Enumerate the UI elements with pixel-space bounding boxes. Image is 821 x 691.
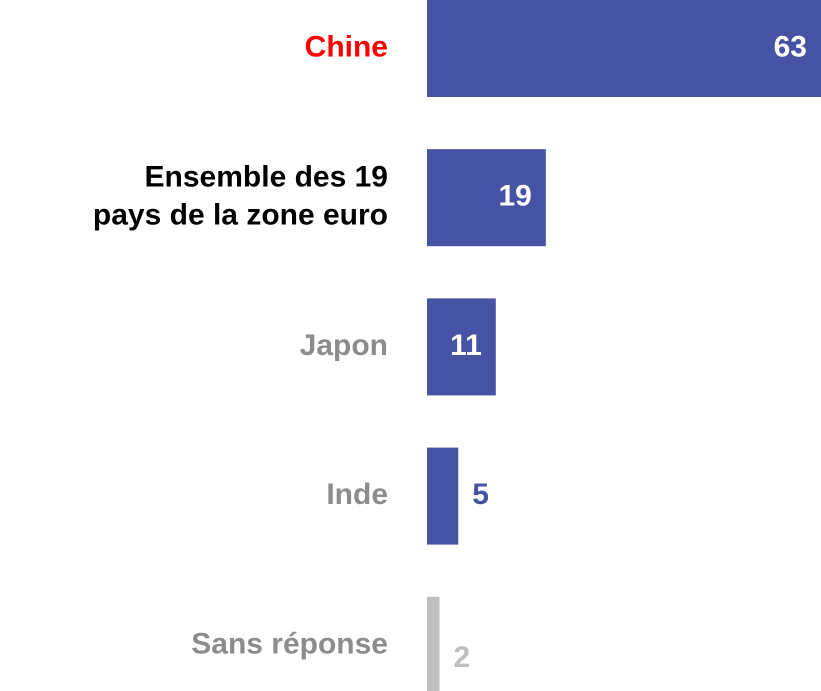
bar xyxy=(427,0,821,97)
category-label: Japon xyxy=(300,329,388,362)
category-label: Inde xyxy=(326,478,388,511)
bar xyxy=(427,298,496,396)
category-label: Sans réponse xyxy=(191,627,388,660)
value-label: 5 xyxy=(472,478,489,511)
category-label: Ensemble des 19 pays de la zone euro xyxy=(93,161,388,232)
bar xyxy=(427,596,440,691)
bar xyxy=(427,149,546,247)
value-label: 2 xyxy=(454,641,471,674)
value-label: 19 xyxy=(498,180,531,213)
bar xyxy=(427,447,459,545)
value-label: 11 xyxy=(450,329,482,362)
value-label: 63 xyxy=(774,30,807,63)
category-label: Chine xyxy=(305,30,388,63)
